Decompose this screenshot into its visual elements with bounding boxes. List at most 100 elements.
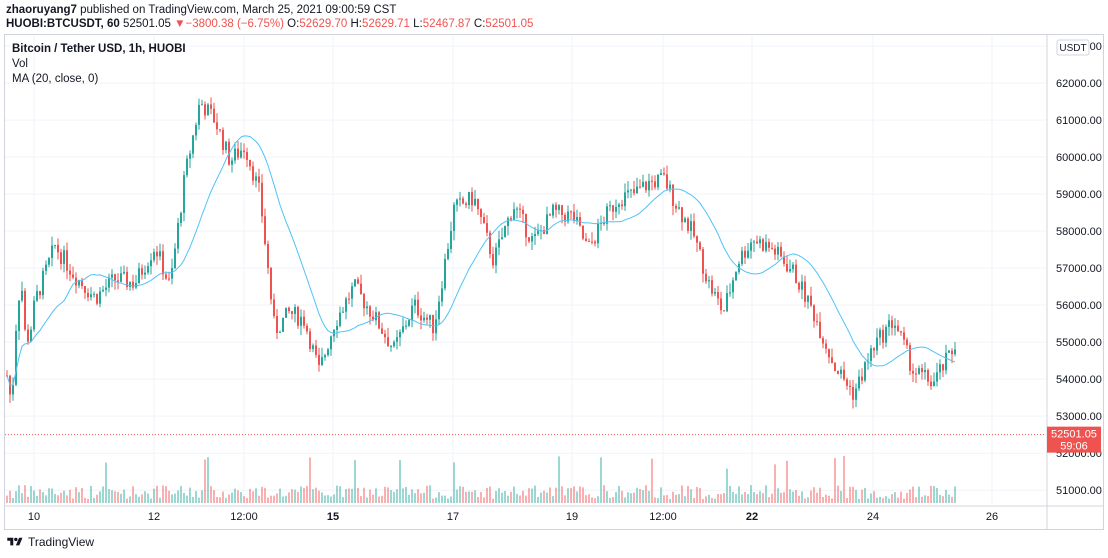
candle-body [513, 209, 515, 221]
volume-bar [837, 485, 839, 503]
volume-bar [852, 486, 854, 503]
time-tick-label: 19 [566, 511, 578, 523]
volume-bar [384, 486, 386, 503]
volume-bar [675, 494, 677, 503]
candle-body [384, 333, 386, 338]
volume-bar [330, 496, 332, 503]
candle-body [669, 184, 671, 189]
volume-bar [222, 491, 224, 503]
candle-body [594, 241, 596, 244]
volume-bar [69, 489, 71, 503]
volume-bar [360, 496, 362, 503]
candle-body [504, 226, 506, 238]
volume-bar [573, 486, 575, 503]
volume-bar [600, 457, 602, 503]
volume-bar [153, 488, 155, 503]
volume-bar [141, 494, 143, 503]
volume-bar [930, 485, 932, 503]
volume-bar [324, 495, 326, 503]
candle-body [777, 246, 779, 255]
candle-body [102, 289, 104, 292]
volume-bar [762, 493, 764, 503]
candle-body [543, 230, 545, 235]
volume-bar [438, 492, 440, 503]
candle-body [768, 241, 770, 248]
candle-body [741, 250, 743, 264]
volume-bar [414, 493, 416, 503]
volume-bar [225, 497, 227, 503]
candle-body [315, 345, 317, 355]
volume-bar [855, 489, 857, 503]
candle-body [666, 174, 668, 189]
volume-bar [627, 492, 629, 503]
volume-bar [588, 494, 590, 503]
candle-body [924, 369, 926, 373]
volume-bar [426, 485, 428, 503]
volume-bar [351, 488, 353, 503]
legend-volume[interactable]: Vol [12, 58, 28, 70]
time-tick-label: 10 [28, 511, 40, 523]
candle-body [855, 388, 857, 400]
candle-body [660, 173, 662, 175]
candle-body [891, 320, 893, 328]
candle-body [471, 191, 473, 206]
candle-body [168, 278, 170, 280]
candle-body [375, 312, 377, 321]
volume-bar [531, 488, 533, 503]
candle-body [531, 236, 533, 242]
candle-body [111, 274, 113, 278]
volume-bar [486, 487, 488, 503]
candle-body [699, 242, 701, 250]
volume-bar [150, 498, 152, 503]
volume-bar [954, 486, 956, 503]
candle-body [576, 217, 578, 221]
volume-bar [813, 487, 815, 503]
candle-body [642, 181, 644, 187]
candle-body [882, 329, 884, 343]
candle-body [360, 283, 362, 294]
candle-body [468, 191, 470, 205]
volume-bar [927, 495, 929, 503]
candle-body [180, 212, 182, 223]
candle-body [390, 346, 392, 348]
time-tick-label: 15 [327, 511, 339, 523]
volume-bar [870, 493, 872, 503]
volume-bar [453, 462, 455, 503]
volume-bar [744, 491, 746, 503]
candle-body [933, 381, 935, 387]
candle-body [534, 234, 536, 237]
candle-body [486, 223, 488, 233]
candle-body [573, 211, 575, 221]
candle-body [720, 298, 722, 311]
volume-bar [66, 495, 68, 503]
legend-ma[interactable]: MA (20, close, 0) [12, 73, 99, 85]
candle-body [147, 266, 149, 273]
price-marker-value: 52501.05 [1051, 429, 1097, 441]
candle-body [621, 204, 623, 207]
volume-bar [771, 493, 773, 503]
volume-bar [888, 498, 890, 503]
volume-bar [294, 489, 296, 503]
volume-bar [918, 486, 920, 503]
candle-body [654, 181, 656, 188]
candle-body [852, 386, 854, 400]
volume-bar [192, 496, 194, 503]
price-axis[interactable]: 51000.0052000.0053000.0054000.0055000.00… [5, 35, 1103, 530]
author-name[interactable]: zhaoruyang7 [6, 4, 77, 16]
candle-body [606, 206, 608, 224]
volume-bar [408, 494, 410, 503]
volume-bar [378, 496, 380, 503]
time-axis[interactable]: 10 12 12:00 15 17 19 12:00 22 24 26 [28, 511, 998, 523]
candle-body [624, 192, 626, 207]
candle-body [213, 108, 215, 123]
candle-body [285, 307, 287, 318]
candle-body [342, 311, 344, 313]
volume-bar [309, 457, 311, 503]
candle-body [84, 285, 86, 293]
volume-bar [804, 498, 806, 503]
volume-bar [228, 494, 230, 503]
volume-bar [597, 496, 599, 503]
price-tick-label: 51000.00 [1056, 485, 1102, 497]
tradingview-brand[interactable]: TradingView [6, 535, 94, 549]
